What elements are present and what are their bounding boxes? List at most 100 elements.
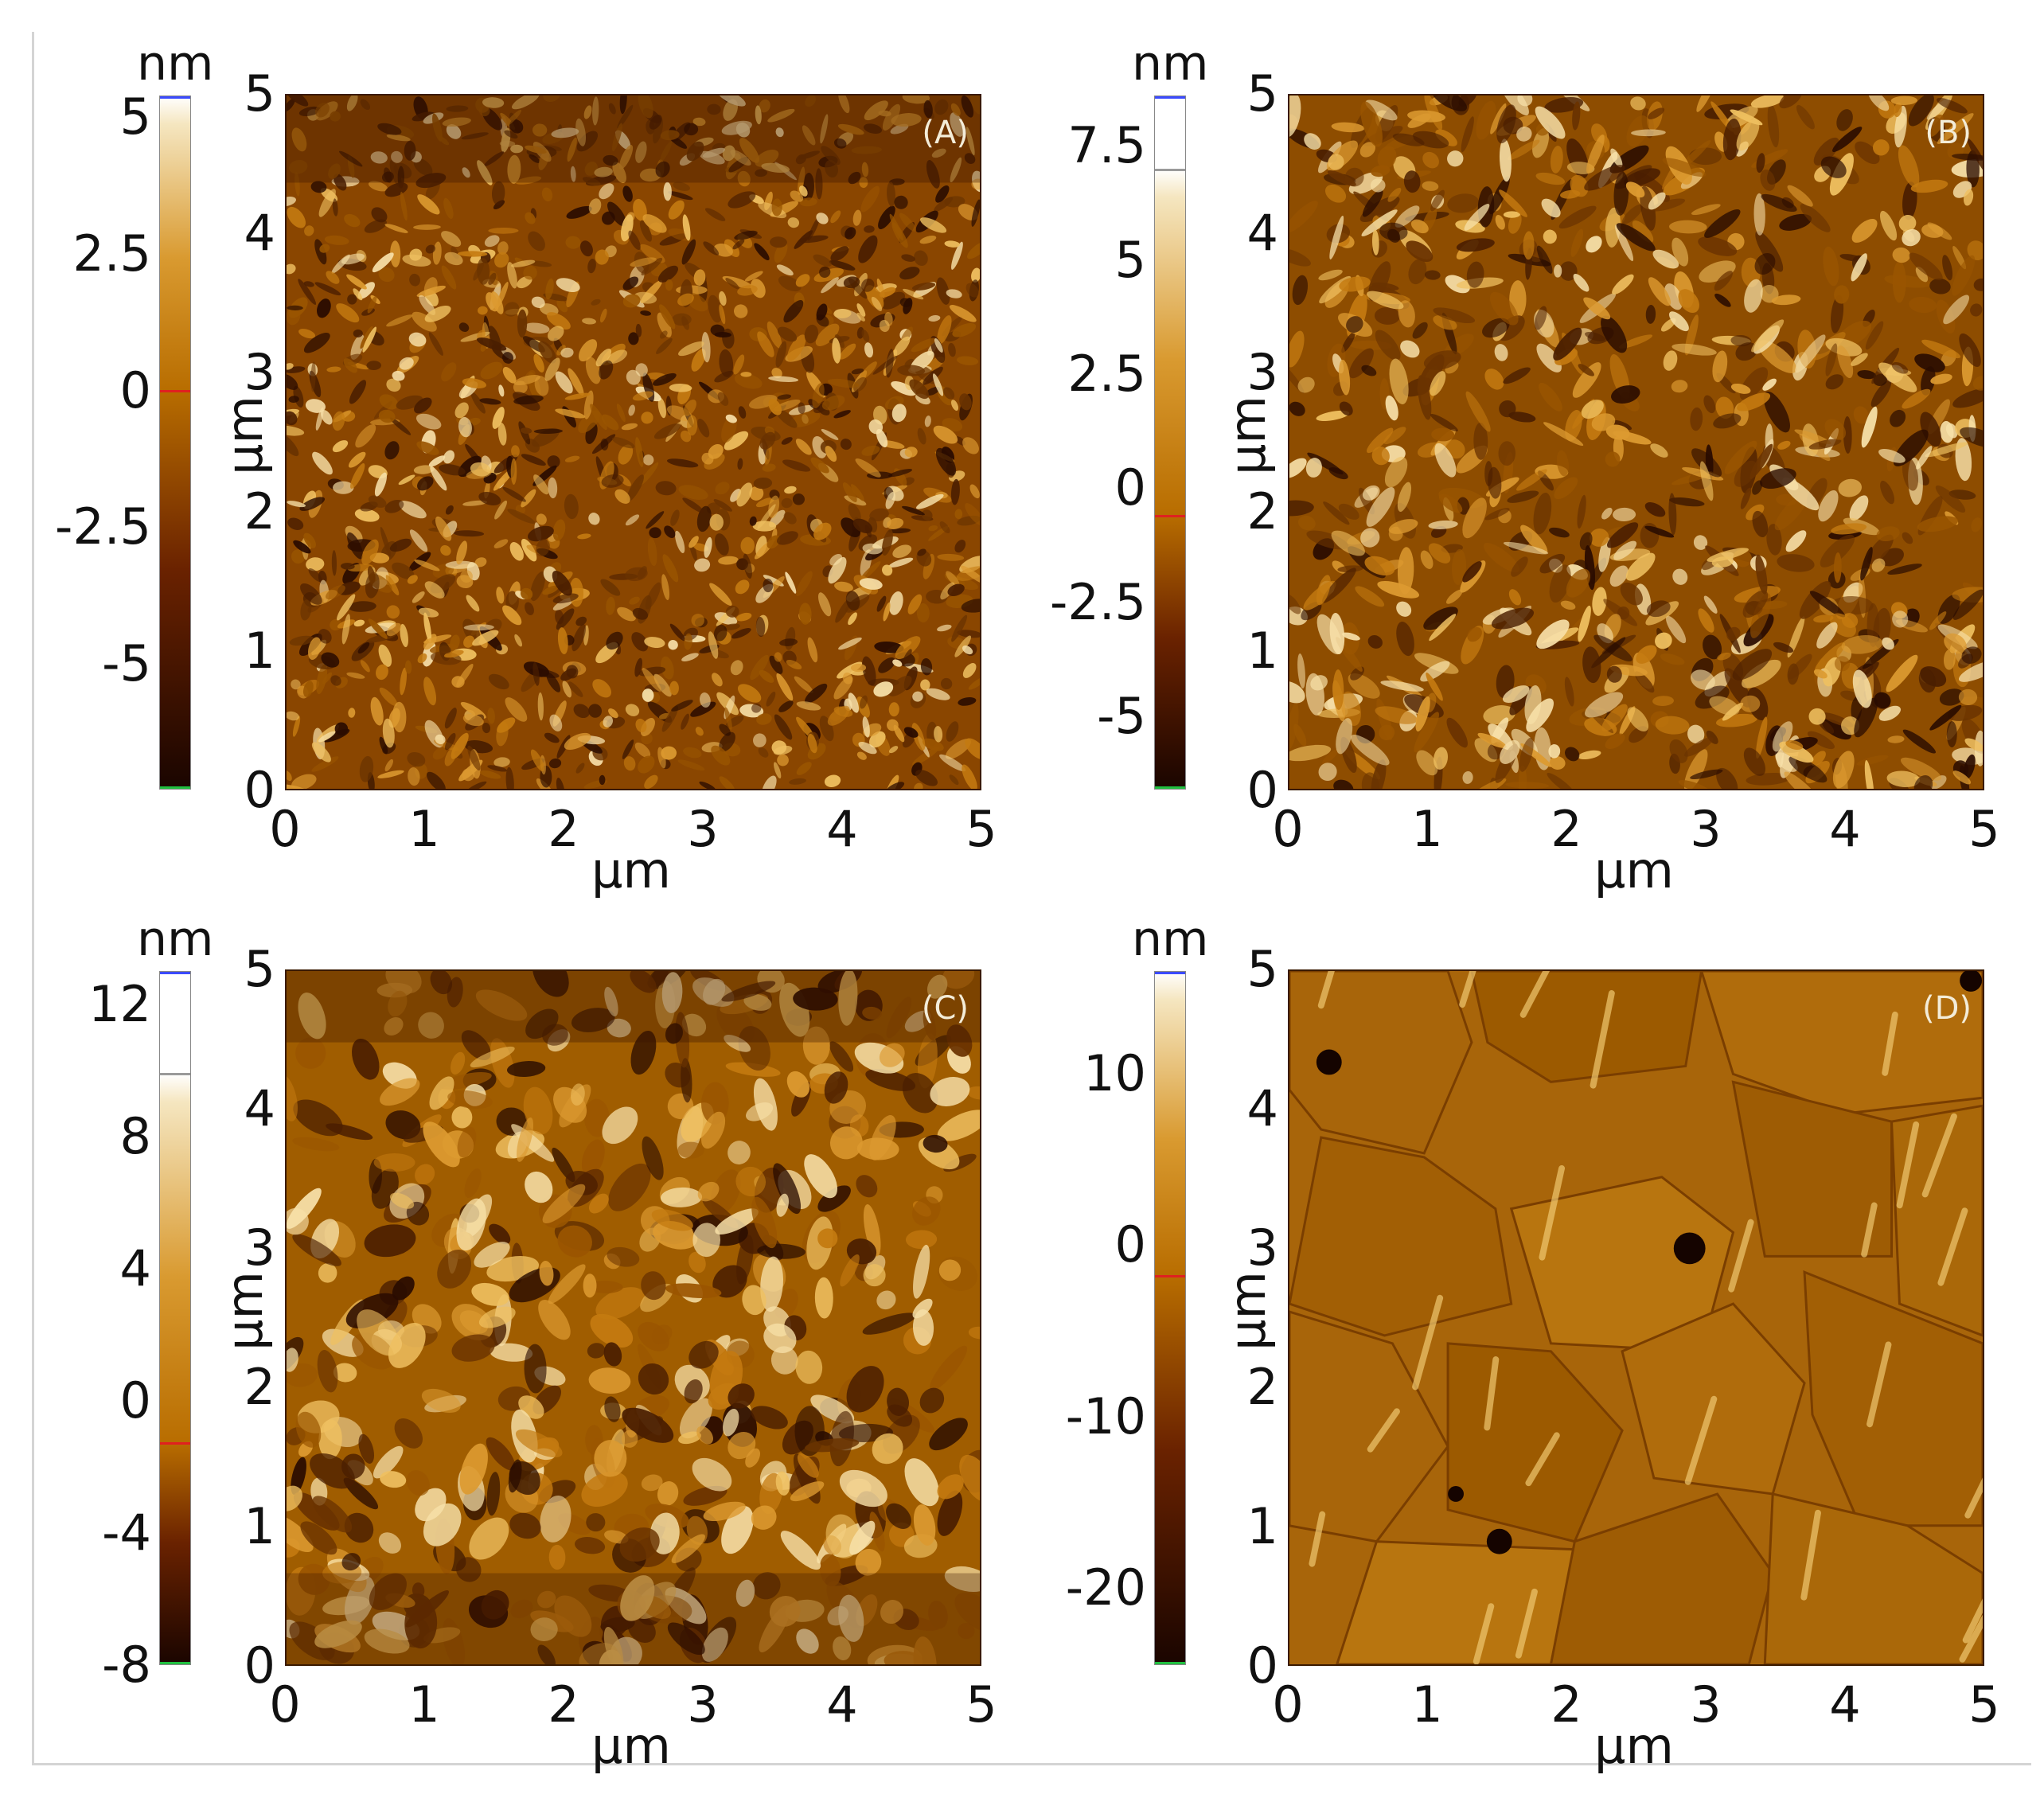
- x-axis-label: µm: [1594, 841, 1674, 899]
- colorbar-tick-label: 7.5: [1067, 116, 1146, 175]
- y-axis-label: µm: [1218, 395, 1277, 475]
- colorbar: [1154, 96, 1186, 790]
- x-tick-label: 1: [1411, 800, 1443, 858]
- colorbar-tick-label: -4: [102, 1503, 151, 1562]
- x-tick-label: 4: [1829, 1675, 1861, 1734]
- y-tick-label: 0: [244, 761, 275, 819]
- y-tick-label: 2: [244, 482, 275, 540]
- y-tick-label: 3: [1246, 343, 1278, 401]
- colorbar-zero-marker: [160, 1442, 190, 1445]
- x-tick-label: 3: [687, 1675, 719, 1734]
- x-tick-label: 3: [1690, 1675, 1722, 1734]
- colorbar-max-marker: [160, 972, 190, 974]
- colorbar-tick-label: 0: [1114, 458, 1146, 517]
- afm-height-map: (C): [285, 969, 981, 1666]
- afm-height-map: (D): [1288, 969, 1984, 1666]
- y-tick-label: 4: [244, 204, 275, 262]
- x-tick-label: 5: [965, 1675, 997, 1734]
- colorbar-tick-label: -5: [102, 634, 151, 693]
- colorbar-tick-label: 2.5: [72, 224, 151, 283]
- colorbar-tick-label: -5: [1097, 687, 1146, 746]
- colorbar-tick-label: 12: [88, 974, 151, 1033]
- colorbar-unit: nm: [1132, 911, 1209, 967]
- y-tick-label: 1: [244, 1497, 275, 1555]
- y-tick-label: 1: [244, 622, 275, 680]
- panel-label: (A): [922, 115, 969, 151]
- x-tick-label: 1: [408, 800, 440, 858]
- colorbar-tick-label: -10: [1065, 1387, 1146, 1445]
- y-tick-label: 5: [244, 64, 275, 123]
- afm-texture: [1289, 971, 1983, 1664]
- colorbar-tick-label: 0: [119, 361, 151, 419]
- x-axis-label: µm: [591, 841, 671, 899]
- colorbar-min-marker: [1155, 786, 1185, 789]
- y-tick-label: 5: [244, 940, 275, 998]
- y-tick-label: 0: [1246, 1636, 1278, 1695]
- y-tick-label: 3: [244, 343, 275, 401]
- colorbar-max-marker: [1155, 96, 1185, 99]
- y-tick-label: 0: [244, 1636, 275, 1695]
- y-tick-label: 2: [244, 1358, 275, 1416]
- afm-texture: [1289, 96, 1983, 789]
- afm-height-map: (B): [1288, 94, 1984, 790]
- x-tick-label: 1: [1411, 1675, 1443, 1734]
- y-tick-label: 1: [1246, 1497, 1278, 1555]
- y-tick-label: 5: [1246, 940, 1278, 998]
- panel-label: (C): [921, 990, 969, 1027]
- colorbar-tick-label: 5: [119, 88, 151, 146]
- panel-label: (B): [1925, 115, 1972, 151]
- x-tick-label: 4: [826, 1675, 858, 1734]
- colorbar: [159, 971, 191, 1665]
- colorbar: [159, 96, 191, 790]
- colorbar: [1154, 971, 1186, 1665]
- x-tick-label: 3: [1690, 800, 1722, 858]
- colorbar-tick-label: 8: [119, 1106, 151, 1165]
- x-tick-label: 4: [1829, 800, 1861, 858]
- colorbar-zero-marker: [1155, 514, 1185, 517]
- y-axis-label: µm: [215, 395, 274, 475]
- y-tick-label: 3: [1246, 1219, 1278, 1277]
- afm-panel-c: nm 12 8 4 0 -4 -8 (C) 0 1 2 3 4 5 µm 0 1 2 3 4 5 µm: [32, 907, 1054, 1802]
- colorbar-tick-label: 0: [1114, 1215, 1146, 1274]
- colorbar-min-marker: [160, 786, 190, 789]
- x-tick-label: 1: [408, 1675, 440, 1734]
- x-axis-label: µm: [591, 1717, 671, 1775]
- colorbar-unit: nm: [1132, 36, 1209, 92]
- colorbar-tick-label: -2.5: [55, 497, 151, 556]
- x-tick-label: 2: [1551, 1675, 1582, 1734]
- x-tick-label: 2: [548, 1675, 579, 1734]
- y-tick-label: 4: [1246, 1079, 1278, 1137]
- x-tick-label: 0: [1272, 1675, 1304, 1734]
- x-tick-label: 2: [1551, 800, 1582, 858]
- y-tick-label: 1: [1246, 622, 1278, 680]
- y-tick-label: 2: [1246, 1358, 1278, 1416]
- x-tick-label: 5: [1968, 800, 2000, 858]
- y-axis-label: µm: [1218, 1270, 1277, 1351]
- colorbar-tick-label: -8: [102, 1636, 151, 1694]
- colorbar-tick-label: 0: [119, 1371, 151, 1430]
- afm-panel-b: nm 7.5 5 2.5 0 -2.5 -5 (B) 0 1 2 3 4 5 µm 0 1 2 3 4 5 µm: [1027, 32, 2044, 926]
- afm-height-map: (A): [285, 94, 981, 790]
- x-tick-label: 0: [1272, 800, 1304, 858]
- colorbar-max-marker: [160, 96, 190, 99]
- afm-panel-a: nm 5 2.5 0 -2.5 -5 (A) 0 1 2 3 4 5 µm 0 1 2 3 4 5 µm: [32, 32, 1054, 926]
- y-tick-label: 3: [244, 1219, 275, 1277]
- colorbar-unit: nm: [137, 911, 214, 967]
- colorbar-tick-label: 10: [1083, 1044, 1146, 1103]
- colorbar-zero-marker: [1155, 1275, 1185, 1278]
- colorbar-saturation-marker: [160, 1073, 190, 1076]
- x-tick-label: 5: [965, 800, 997, 858]
- colorbar-tick-label: -2.5: [1050, 572, 1146, 631]
- x-tick-label: 2: [548, 800, 579, 858]
- x-axis-label: µm: [1594, 1717, 1674, 1775]
- colorbar-min-marker: [160, 1662, 190, 1664]
- colorbar-max-marker: [1155, 972, 1185, 974]
- y-tick-label: 2: [1246, 482, 1278, 540]
- colorbar-tick-label: 2.5: [1067, 344, 1146, 403]
- y-axis-label: µm: [215, 1270, 274, 1351]
- x-tick-label: 0: [269, 800, 301, 858]
- panel-label: (D): [1921, 990, 1972, 1027]
- afm-texture: [287, 96, 980, 789]
- colorbar-tick-label: 5: [1114, 230, 1146, 289]
- afm-texture: [287, 971, 980, 1664]
